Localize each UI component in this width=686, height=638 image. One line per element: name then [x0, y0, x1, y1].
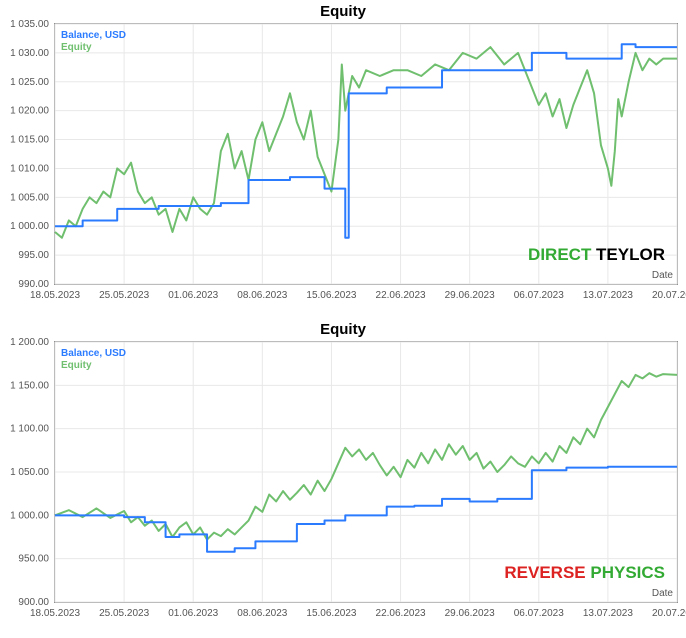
x-axis-label: Date	[652, 270, 674, 281]
legend-item: Balance, USD	[61, 30, 126, 41]
y-tick-label: 1 050.00	[10, 467, 49, 478]
x-tick-label: 20.07.2023	[652, 608, 686, 619]
x-tick-label: 06.07.2023	[514, 608, 564, 619]
x-tick-label: 25.05.2023	[99, 608, 149, 619]
x-tick-label: 01.06.2023	[168, 608, 218, 619]
y-tick-label: 1 000.00	[10, 221, 49, 232]
x-axis-label: Date	[652, 588, 674, 599]
y-tick-label: 1 200.00	[10, 337, 49, 348]
y-tick-label: 1 000.00	[10, 510, 49, 521]
bottom-chart-plot: 900.00950.001 000.001 050.001 100.001 15…	[54, 341, 678, 603]
x-tick-label: 13.07.2023	[583, 608, 633, 619]
y-tick-label: 1 010.00	[10, 163, 49, 174]
legend-item: Equity	[61, 360, 92, 371]
x-tick-label: 08.06.2023	[237, 608, 287, 619]
x-tick-label: 15.06.2023	[306, 290, 356, 301]
y-tick-label: 1 100.00	[10, 424, 49, 435]
chart-caption: DIRECT TEYLOR	[528, 245, 665, 264]
x-tick-label: 22.06.2023	[376, 608, 426, 619]
bottom-chart-title: Equity	[0, 320, 686, 340]
y-tick-label: 990.00	[18, 279, 49, 290]
y-tick-label: 1 005.00	[10, 192, 49, 203]
chart-svg: 990.00995.001 000.001 005.001 010.001 01…	[55, 24, 677, 284]
y-tick-label: 1 150.00	[10, 380, 49, 391]
x-tick-label: 18.05.2023	[30, 608, 80, 619]
x-tick-label: 29.06.2023	[445, 608, 495, 619]
x-tick-label: 20.07.2023	[652, 290, 686, 301]
x-tick-label: 22.06.2023	[376, 290, 426, 301]
y-tick-label: 1 025.00	[10, 77, 49, 88]
y-tick-label: 1 030.00	[10, 48, 49, 59]
y-tick-label: 900.00	[18, 597, 49, 608]
legend-item: Balance, USD	[61, 348, 126, 359]
y-tick-label: 950.00	[18, 554, 49, 565]
top-chart-title: Equity	[0, 2, 686, 22]
x-tick-label: 01.06.2023	[168, 290, 218, 301]
legend-item: Equity	[61, 42, 92, 53]
chart-caption: REVERSE PHYSICS	[504, 563, 665, 582]
y-tick-label: 1 015.00	[10, 135, 49, 146]
x-tick-label: 08.06.2023	[237, 290, 287, 301]
chart-svg: 900.00950.001 000.001 050.001 100.001 15…	[55, 342, 677, 602]
x-tick-label: 25.05.2023	[99, 290, 149, 301]
y-tick-label: 1 035.00	[10, 19, 49, 30]
y-tick-label: 995.00	[18, 250, 49, 261]
x-tick-label: 29.06.2023	[445, 290, 495, 301]
x-tick-label: 18.05.2023	[30, 290, 80, 301]
x-tick-label: 06.07.2023	[514, 290, 564, 301]
x-tick-label: 15.06.2023	[306, 608, 356, 619]
y-tick-label: 1 020.00	[10, 106, 49, 117]
charts-container: Equity 990.00995.001 000.001 005.001 010…	[0, 0, 686, 638]
x-tick-label: 13.07.2023	[583, 290, 633, 301]
top-chart-plot: 990.00995.001 000.001 005.001 010.001 01…	[54, 23, 678, 285]
